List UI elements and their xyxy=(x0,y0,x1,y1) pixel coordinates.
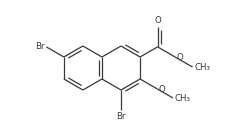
Text: O: O xyxy=(175,52,182,61)
Text: O: O xyxy=(158,85,165,94)
Text: CH₃: CH₃ xyxy=(174,94,190,103)
Text: CH₃: CH₃ xyxy=(193,63,209,72)
Text: Br: Br xyxy=(35,42,45,51)
Text: Br: Br xyxy=(116,112,125,121)
Text: O: O xyxy=(153,16,160,25)
